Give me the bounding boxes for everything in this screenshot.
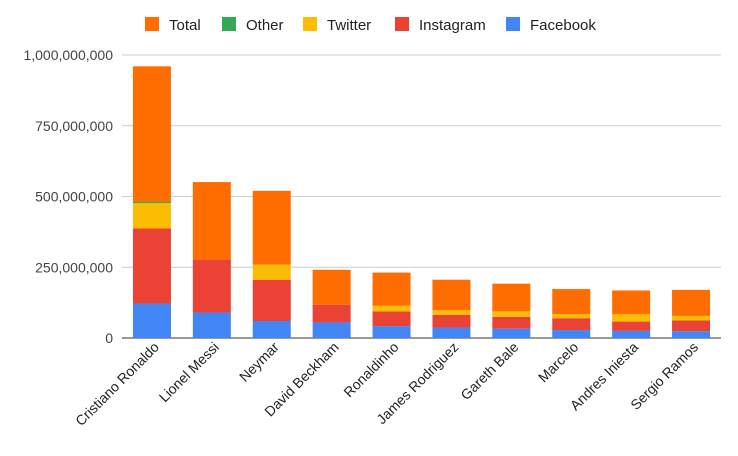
bar-total-ronaldinho: [372, 272, 411, 306]
y-tick-label: 500,000,000: [35, 189, 113, 205]
bar-facebook-marcelo: [552, 330, 591, 338]
bar-facebook-lionel-messi: [192, 312, 231, 338]
bar-facebook-gareth-bale: [492, 328, 531, 338]
bar-total-marcelo: [552, 289, 591, 315]
legend: Total Other Twitter Instagram Facebook: [145, 17, 596, 34]
bar-twitter-james-rodriguez: [432, 310, 471, 315]
bar-instagram-lionel-messi: [192, 259, 231, 313]
bar-twitter-andres-iniesta: [612, 314, 651, 322]
bars: [132, 66, 711, 338]
bar-instagram-marcelo: [552, 318, 591, 331]
bar-twitter-gareth-bale: [492, 311, 531, 317]
bar-facebook-sergio-ramos: [672, 331, 711, 338]
legend-label-total: Total: [169, 17, 201, 34]
bar-instagram-sergio-ramos: [672, 320, 711, 332]
bar-total-neymar: [252, 190, 291, 265]
bar-instagram-ronaldinho: [372, 311, 411, 327]
x-tick-label: Marcelo: [535, 339, 582, 386]
bar-twitter-cristiano-ronaldo: [132, 203, 171, 229]
bar-instagram-cristiano-ronaldo: [132, 228, 171, 304]
bar-instagram-james-rodriguez: [432, 314, 471, 328]
bar-facebook-james-rodriguez: [432, 327, 471, 338]
bar-twitter-neymar: [252, 264, 291, 280]
legend-label-twitter: Twitter: [327, 17, 371, 34]
legend-swatch-total: [145, 17, 159, 31]
bar-instagram-neymar: [252, 279, 291, 322]
x-tick-label: Ronaldinho: [340, 339, 402, 401]
legend-label-instagram: Instagram: [419, 17, 486, 34]
bar-facebook-andres-iniesta: [612, 330, 651, 338]
bar-total-gareth-bale: [492, 283, 531, 312]
legend-swatch-instagram: [395, 17, 409, 31]
legend-swatch-twitter: [303, 17, 317, 31]
bar-instagram-david-beckham: [312, 304, 351, 323]
legend-swatch-facebook: [506, 17, 520, 31]
bar-instagram-gareth-bale: [492, 316, 531, 329]
bar-instagram-andres-iniesta: [612, 321, 651, 331]
y-axis-tick-labels: 0 250,000,000 500,000,000 750,000,000 1,000,…: [23, 47, 113, 346]
legend-label-facebook: Facebook: [530, 17, 596, 34]
bar-total-andres-iniesta: [612, 290, 651, 315]
legend-swatch-other: [222, 17, 236, 31]
y-tick-label: 0: [105, 330, 113, 346]
y-tick-label: 1,000,000,000: [23, 47, 113, 63]
bar-total-david-beckham: [312, 269, 351, 305]
bar-twitter-ronaldinho: [372, 305, 411, 312]
bar-twitter-sergio-ramos: [672, 315, 711, 321]
bar-facebook-cristiano-ronaldo: [132, 303, 171, 338]
legend-label-other: Other: [246, 17, 284, 34]
bar-other-cristiano-ronaldo: [132, 201, 171, 204]
bar-twitter-marcelo: [552, 314, 591, 319]
bar-facebook-ronaldinho: [372, 326, 411, 338]
bar-total-cristiano-ronaldo: [132, 66, 171, 202]
bar-total-sergio-ramos: [672, 289, 711, 316]
x-tick-label: Cristiano Ronaldo: [72, 339, 162, 429]
y-tick-label: 750,000,000: [35, 118, 113, 134]
bar-facebook-neymar: [252, 321, 291, 338]
bar-facebook-david-beckham: [312, 322, 351, 338]
bar-total-lionel-messi: [192, 182, 231, 260]
x-tick-label: Lionel Messi: [156, 339, 222, 405]
bar-total-james-rodriguez: [432, 279, 471, 311]
y-tick-label: 250,000,000: [35, 259, 113, 275]
x-tick-label: Neymar: [236, 339, 282, 385]
x-tick-label: Gareth Bale: [457, 339, 521, 403]
